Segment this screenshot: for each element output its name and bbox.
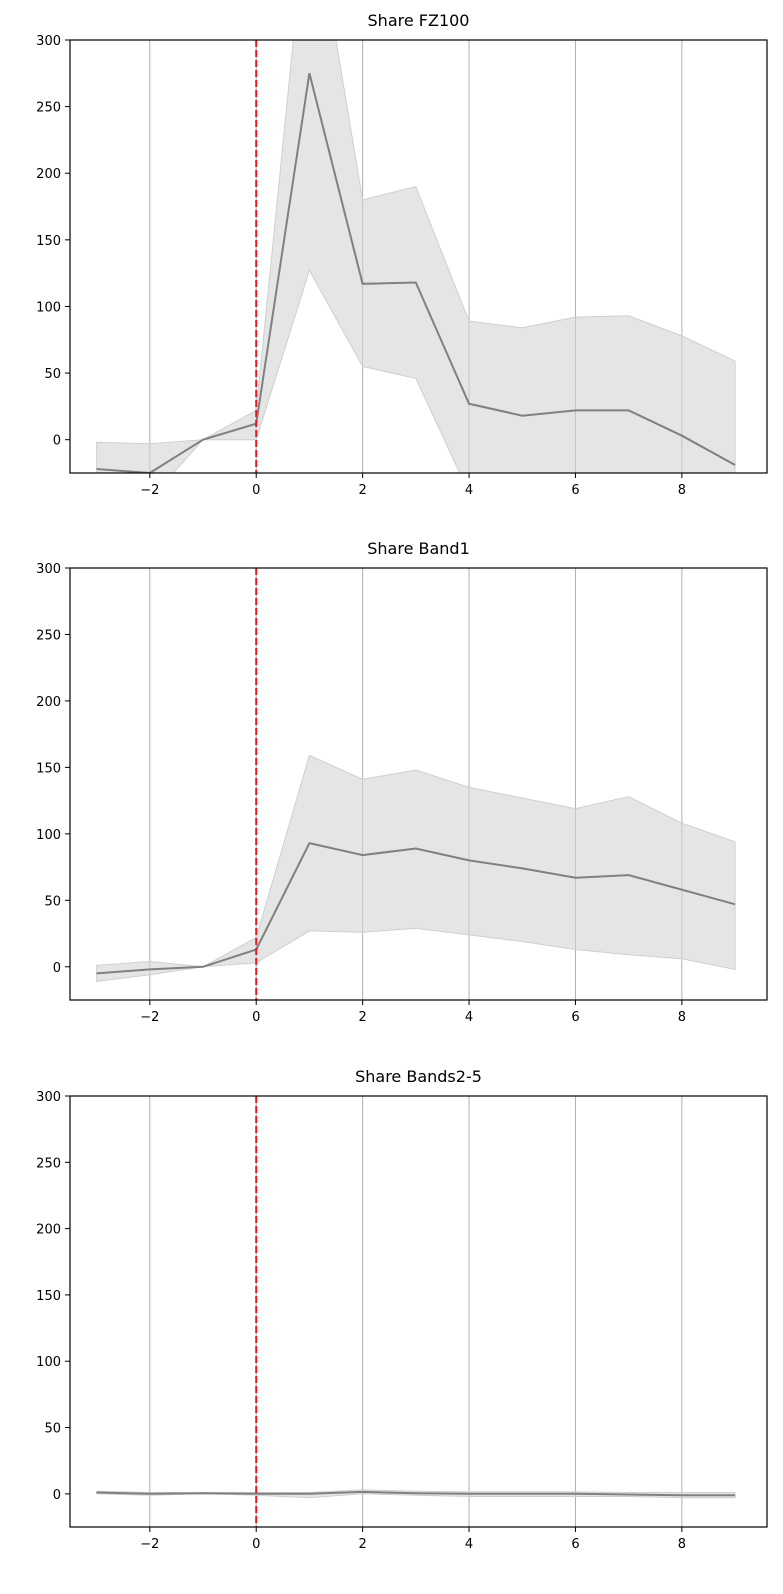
x-tick-label: 0 [252, 483, 260, 498]
chart-title: Share FZ100 [368, 11, 470, 30]
x-tick-label: −2 [140, 483, 159, 498]
axes-frame [69, 1095, 768, 1528]
y-tick-label: 50 [44, 1422, 61, 1437]
x-tick-label: 8 [678, 1010, 686, 1025]
y-tick-label: 100 [36, 1355, 61, 1370]
y-tick-label: 300 [36, 34, 61, 49]
x-tick-label: 4 [465, 1010, 473, 1025]
subplot-2: −2 0 2 4 6 8 0 50 100 150 200 250 300 Share Band1 [36, 539, 768, 1025]
subplot-1: −2 0 2 4 6 8 0 50 100 150 200 250 300 Share FZ100 [36, 11, 768, 498]
x-tick-label: 0 [252, 1537, 260, 1552]
series-line [96, 1490, 736, 1497]
y-tick-label: 250 [36, 628, 61, 643]
y-tick-label: 100 [36, 828, 61, 843]
y-tick-label: 150 [36, 761, 61, 776]
x-tick-label: 6 [571, 483, 579, 498]
x-tick-label: 8 [678, 483, 686, 498]
y-tick-label: 0 [53, 1488, 61, 1503]
subplot-3: −2 0 2 4 6 8 0 50 100 150 200 250 300 Share Bands2-5 [36, 1067, 768, 1552]
confidence-band [96, 40, 736, 473]
y-tick-label: 300 [36, 1090, 61, 1105]
x-tick-label: 2 [358, 483, 366, 498]
x-tick-label: 4 [465, 483, 473, 498]
y-tick-label: 0 [53, 961, 61, 976]
x-tick-label: 8 [678, 1537, 686, 1552]
axes-frame [69, 39, 768, 474]
y-tick-label: 150 [36, 1289, 61, 1304]
y-tick-label: 300 [36, 562, 61, 577]
y-tick-label: 250 [36, 101, 61, 116]
x-tick-label: 4 [465, 1537, 473, 1552]
y-tick-label: 200 [36, 695, 61, 710]
series-line [96, 73, 736, 473]
y-tick-label: 200 [36, 1223, 61, 1238]
x-tick-label: 6 [571, 1010, 579, 1025]
x-tick-label: −2 [140, 1537, 159, 1552]
y-tick-label: 150 [36, 234, 61, 249]
y-tick-label: 50 [44, 894, 61, 909]
y-tick-label: 50 [44, 367, 61, 382]
x-tick-label: −2 [140, 1010, 159, 1025]
x-tick-label: 0 [252, 1010, 260, 1025]
y-tick-label: 250 [36, 1156, 61, 1171]
chart-title: Share Bands2-5 [355, 1067, 482, 1086]
chart-title: Share Band1 [367, 539, 470, 558]
x-tick-label: 2 [358, 1537, 366, 1552]
confidence-band [96, 754, 736, 982]
y-tick-label: 0 [53, 434, 61, 449]
y-tick-label: 200 [36, 167, 61, 182]
y-tick-label: 100 [36, 300, 61, 315]
x-tick-label: 2 [358, 1010, 366, 1025]
series-line [96, 842, 736, 975]
axes-frame [69, 567, 768, 1001]
x-tick-label: 6 [571, 1537, 579, 1552]
